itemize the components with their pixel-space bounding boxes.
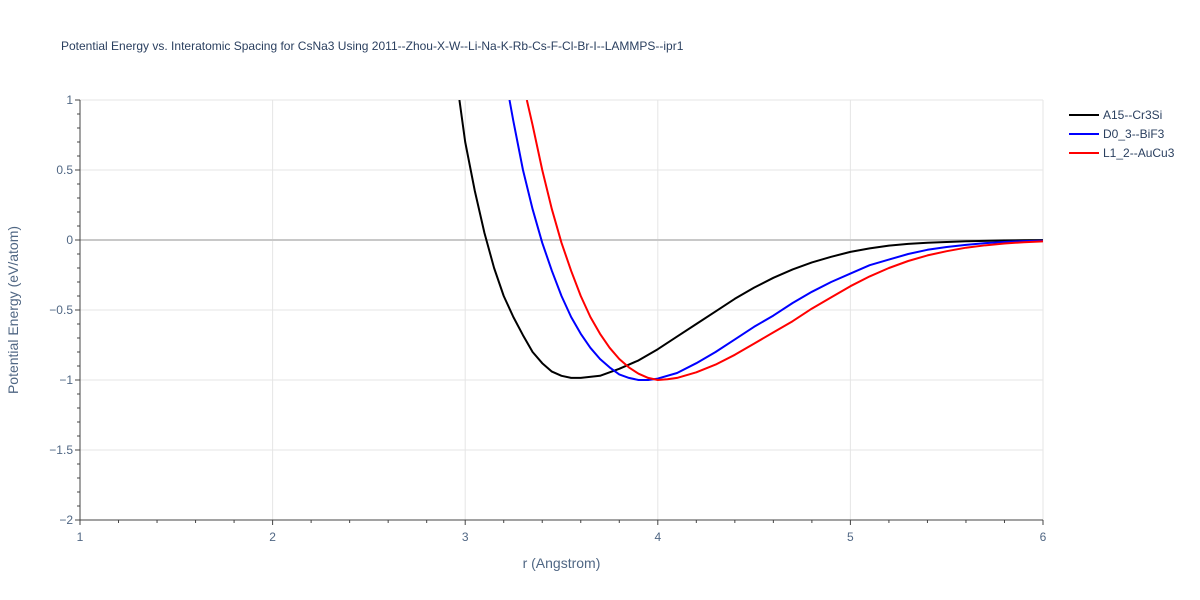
legend-item-d0-3-bif3[interactable]: D0_3--BiF3 — [1069, 127, 1165, 141]
y-tick-label: 0 — [66, 233, 73, 247]
x-tick-label: 5 — [847, 530, 854, 544]
legend[interactable]: A15--Cr3Si D0_3--BiF3 L1_2--AuCu3 — [1069, 108, 1175, 160]
x-tick-label: 3 — [462, 530, 469, 544]
y-tick-label: 0.5 — [56, 163, 73, 177]
chart-title: Potential Energy vs. Interatomic Spacing… — [61, 39, 684, 53]
legend-item-l1-2-aucu3[interactable]: L1_2--AuCu3 — [1069, 146, 1175, 160]
x-tick-label: 1 — [77, 530, 84, 544]
y-tick-label: −2 — [59, 513, 73, 527]
series-lines — [458, 100, 1044, 381]
legend-label: L1_2--AuCu3 — [1103, 146, 1175, 160]
x-axis-title: r (Angstrom) — [523, 555, 601, 571]
x-tick-label: 2 — [269, 530, 276, 544]
series-line-a15-cr3si[interactable] — [458, 100, 1043, 379]
legend-item-a15-cr3si[interactable]: A15--Cr3Si — [1069, 108, 1162, 122]
series-line-l1-2-aucu3[interactable] — [525, 100, 1043, 381]
y-tick-label: −0.5 — [49, 303, 73, 317]
axes — [75, 99, 1044, 525]
x-tick-label: 4 — [654, 530, 661, 544]
grid-lines — [80, 99, 1044, 520]
x-tick-label: 6 — [1040, 530, 1047, 544]
y-axis-title: Potential Energy (eV/atom) — [5, 226, 21, 394]
y-tick-label: 1 — [66, 93, 73, 107]
legend-label: D0_3--BiF3 — [1103, 127, 1165, 141]
tick-labels: 1 2 3 4 5 6 1 0.5 0 −0.5 −1 −1.5 −2 — [49, 93, 1046, 544]
y-tick-label: −1.5 — [49, 443, 73, 457]
y-tick-label: −1 — [59, 373, 73, 387]
series-line-d0-3-bif3[interactable] — [508, 100, 1044, 381]
legend-label: A15--Cr3Si — [1103, 108, 1162, 122]
